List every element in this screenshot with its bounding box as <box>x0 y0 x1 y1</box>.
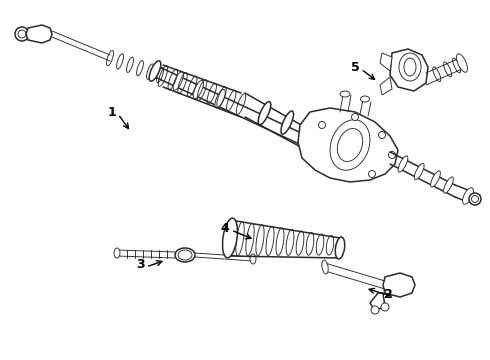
Ellipse shape <box>398 156 408 172</box>
Ellipse shape <box>322 260 328 274</box>
Text: 2: 2 <box>384 288 392 302</box>
Ellipse shape <box>381 303 389 311</box>
Ellipse shape <box>371 306 379 314</box>
Ellipse shape <box>175 248 195 262</box>
Ellipse shape <box>431 171 441 187</box>
Ellipse shape <box>149 61 161 81</box>
Ellipse shape <box>335 237 344 259</box>
Ellipse shape <box>281 111 294 134</box>
Polygon shape <box>380 53 392 71</box>
Ellipse shape <box>415 163 424 180</box>
Text: 3: 3 <box>136 258 145 271</box>
Ellipse shape <box>318 122 325 129</box>
Polygon shape <box>390 49 428 91</box>
Ellipse shape <box>15 27 29 41</box>
Ellipse shape <box>368 171 375 177</box>
Ellipse shape <box>469 193 481 205</box>
Text: 1: 1 <box>108 105 117 118</box>
Ellipse shape <box>215 90 225 108</box>
Ellipse shape <box>392 279 405 292</box>
Ellipse shape <box>378 131 386 139</box>
Ellipse shape <box>178 250 192 260</box>
Ellipse shape <box>463 188 473 204</box>
Ellipse shape <box>193 80 203 99</box>
Ellipse shape <box>173 72 183 90</box>
Ellipse shape <box>250 254 256 264</box>
Ellipse shape <box>340 91 350 97</box>
Ellipse shape <box>258 102 271 125</box>
Ellipse shape <box>457 54 467 72</box>
Ellipse shape <box>394 281 402 289</box>
Text: 4: 4 <box>220 221 229 234</box>
Polygon shape <box>298 108 398 182</box>
Ellipse shape <box>389 152 395 158</box>
Ellipse shape <box>471 195 479 202</box>
Ellipse shape <box>114 248 120 258</box>
Polygon shape <box>370 293 385 310</box>
Text: 5: 5 <box>351 60 359 73</box>
Ellipse shape <box>351 113 359 121</box>
Polygon shape <box>380 77 392 95</box>
Ellipse shape <box>361 96 369 102</box>
Polygon shape <box>26 25 52 43</box>
Ellipse shape <box>18 30 26 38</box>
Polygon shape <box>383 273 415 297</box>
Ellipse shape <box>222 218 238 258</box>
Ellipse shape <box>443 177 453 193</box>
